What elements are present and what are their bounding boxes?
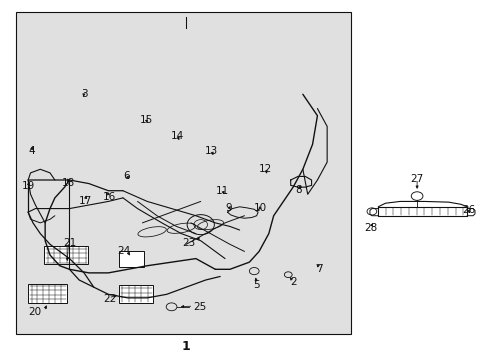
Text: 20: 20 <box>28 307 41 317</box>
Text: 3: 3 <box>81 89 87 99</box>
Text: 16: 16 <box>102 192 116 202</box>
Text: 6: 6 <box>123 171 130 181</box>
Text: 8: 8 <box>295 185 302 195</box>
Text: 25: 25 <box>193 302 206 312</box>
Text: 5: 5 <box>253 280 260 290</box>
Bar <box>28 284 67 303</box>
Text: 21: 21 <box>62 238 76 248</box>
Text: 7: 7 <box>316 264 323 274</box>
Text: 17: 17 <box>78 197 91 206</box>
Text: 9: 9 <box>225 203 232 213</box>
Text: 13: 13 <box>204 147 218 157</box>
Text: 28: 28 <box>364 223 377 233</box>
Text: 27: 27 <box>409 174 423 184</box>
Text: 10: 10 <box>253 203 266 213</box>
Text: 14: 14 <box>170 131 183 141</box>
Bar <box>119 285 153 302</box>
Text: 24: 24 <box>117 247 130 256</box>
Text: 26: 26 <box>462 205 475 215</box>
Text: 12: 12 <box>258 164 271 174</box>
Text: 22: 22 <box>103 294 117 303</box>
Text: 19: 19 <box>21 181 35 192</box>
Text: 2: 2 <box>289 277 296 287</box>
Bar <box>44 246 88 264</box>
Bar <box>16 12 351 334</box>
Text: 4: 4 <box>28 146 35 156</box>
Text: 23: 23 <box>182 238 195 248</box>
Text: 15: 15 <box>140 115 153 125</box>
Text: 11: 11 <box>216 186 229 196</box>
Text: 1: 1 <box>182 339 190 352</box>
Text: 18: 18 <box>62 178 75 188</box>
Bar <box>119 251 144 267</box>
